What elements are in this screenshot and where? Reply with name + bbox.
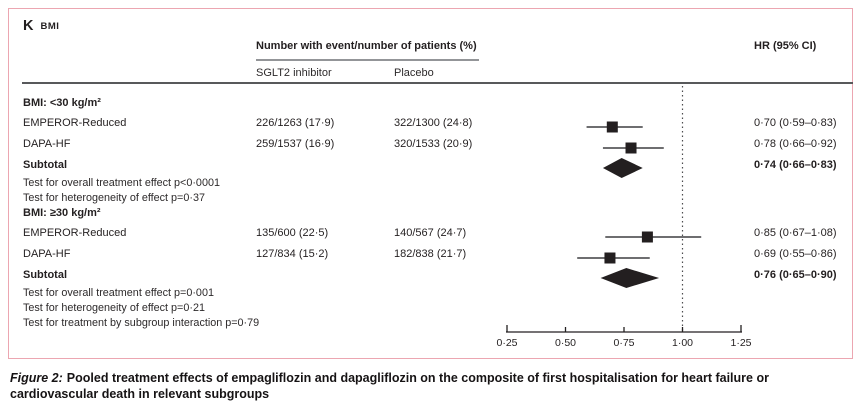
subtotal-hr-value: 0·76 (0·65–0·90) <box>754 269 837 281</box>
test-note: Test for overall treatment effect p=0·00… <box>23 287 214 299</box>
subgroup-label: BMI: ≥30 kg/m² <box>23 207 101 219</box>
panel-subgroup-name: BMI <box>40 21 60 32</box>
forest-plot-panel: K BMI Number with event/number of patient… <box>8 8 853 359</box>
header-underline <box>256 59 479 61</box>
subgroup-row: BMI: <30 kg/m² <box>9 97 852 113</box>
sglt2-value: 226/1263 (17·9) <box>256 117 335 129</box>
figure-caption-text: Pooled treatment effects of empagliflozi… <box>10 371 769 401</box>
test-note: Test for treatment by subgroup interacti… <box>23 317 260 329</box>
placebo-value: 322/1300 (24·8) <box>394 117 473 129</box>
figure-caption-label: Figure 2: <box>10 371 63 385</box>
test-note: Test for heterogeneity of effect p=0·21 <box>23 302 205 314</box>
placebo-value: 140/567 (24·7) <box>394 227 467 239</box>
hr-value: 0·85 (0·67–1·08) <box>754 227 837 239</box>
study-name: EMPEROR-Reduced <box>23 117 127 129</box>
test-row: Test for heterogeneity of effect p=0·37 <box>9 192 852 208</box>
test-row: Test for heterogeneity of effect p=0·21 <box>9 302 852 318</box>
subtotal-label: Subtotal <box>23 269 67 281</box>
axis-tick-label: 0·25 <box>496 337 517 349</box>
column-header-placebo: Placebo <box>394 67 434 79</box>
column-header-hr: HR (95% CI) <box>754 40 817 52</box>
axis-tick-label: 1·25 <box>730 337 751 349</box>
subtotal-hr-value: 0·74 (0·66–0·83) <box>754 159 837 171</box>
panel-letter: K <box>23 18 34 34</box>
study-name: DAPA-HF <box>23 248 71 260</box>
table-top-rule <box>22 82 853 85</box>
hr-value: 0·70 (0·59–0·83) <box>754 117 837 129</box>
column-group-header: Number with event/number of patients (%) <box>256 40 477 52</box>
axis-tick-label: 0·75 <box>613 337 634 349</box>
test-note: Test for heterogeneity of effect p=0·37 <box>23 192 205 204</box>
figure-caption: Figure 2: Pooled treatment effects of emp… <box>10 371 848 402</box>
column-header-sglt2: SGLT2 inhibitor <box>256 67 332 79</box>
study-row: DAPA-HF 127/834 (15·2) 182/838 (21·7) 0·69 … <box>9 248 852 264</box>
test-row: Test for treatment by subgroup interacti… <box>9 317 852 333</box>
study-name: EMPEROR-Reduced <box>23 227 127 239</box>
sglt2-value: 127/834 (15·2) <box>256 248 329 260</box>
subtotal-row: Subtotal 0·76 (0·65–0·90) <box>9 269 852 285</box>
study-row: DAPA-HF 259/1537 (16·9) 320/1533 (20·9) 0·7… <box>9 138 852 154</box>
study-row: EMPEROR-Reduced 226/1263 (17·9) 322/1300 (… <box>9 117 852 133</box>
test-note: Test for overall treatment effect p<0·00… <box>23 177 220 189</box>
study-name: DAPA-HF <box>23 138 71 150</box>
placebo-value: 182/838 (21·7) <box>394 248 467 260</box>
hr-value: 0·78 (0·66–0·92) <box>754 138 837 150</box>
test-row: Test for overall treatment effect p<0·00… <box>9 177 852 193</box>
hr-value: 0·69 (0·55–0·86) <box>754 248 837 260</box>
test-row: Test for overall treatment effect p=0·00… <box>9 287 852 303</box>
study-row: EMPEROR-Reduced 135/600 (22·5) 140/567 (24… <box>9 227 852 243</box>
subgroup-label: BMI: <30 kg/m² <box>23 97 101 109</box>
placebo-value: 320/1533 (20·9) <box>394 138 473 150</box>
subgroup-row: BMI: ≥30 kg/m² <box>9 207 852 223</box>
sglt2-value: 259/1537 (16·9) <box>256 138 335 150</box>
panel-title: K BMI <box>23 17 59 35</box>
subtotal-row: Subtotal 0·74 (0·66–0·83) <box>9 159 852 175</box>
axis-tick-label: 0·50 <box>555 337 576 349</box>
subtotal-label: Subtotal <box>23 159 67 171</box>
sglt2-value: 135/600 (22·5) <box>256 227 329 239</box>
axis-tick-label: 1·00 <box>672 337 693 349</box>
